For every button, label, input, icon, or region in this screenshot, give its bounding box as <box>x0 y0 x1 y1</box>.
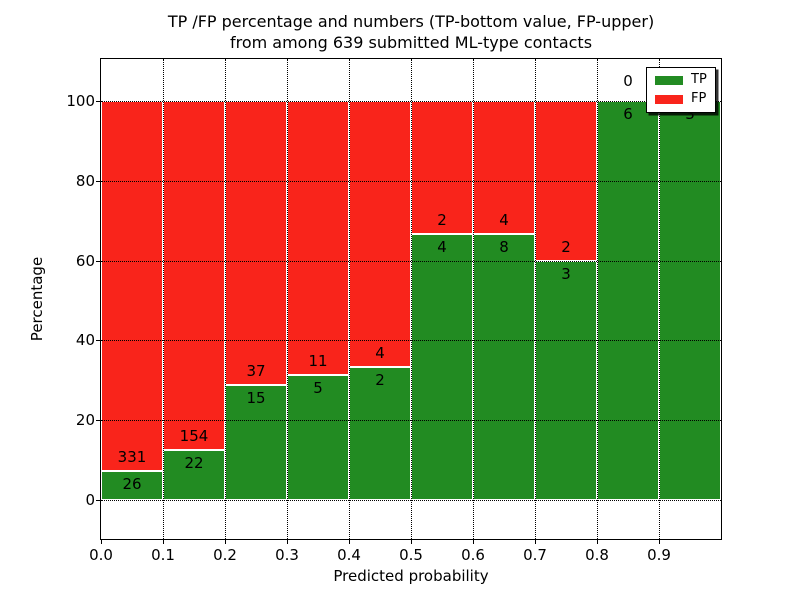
tp-count-label: 15 <box>246 388 266 407</box>
fp-bar-segment <box>411 101 473 234</box>
x-tick-mark <box>225 540 226 544</box>
tp-count-label: 22 <box>184 454 204 473</box>
fp-bar-segment <box>225 101 287 385</box>
tp-count-label: 6 <box>623 105 633 123</box>
x-tick-label: 0.7 <box>523 546 547 564</box>
y-tick-mark <box>96 420 100 422</box>
vertical-gridline <box>535 59 536 539</box>
x-tick-mark <box>473 540 474 544</box>
tp-count-label: 2 <box>375 371 385 389</box>
tp-bar-segment <box>287 375 349 500</box>
tp-count-label: 4 <box>437 238 447 256</box>
fp-bar-segment <box>101 101 163 471</box>
legend-label-fp: FP <box>691 91 707 106</box>
tp-legend-swatch <box>655 75 683 85</box>
chart-title: TP /FP percentage and numbers (TP-bottom… <box>168 11 654 53</box>
x-axis-label: Predicted probability <box>333 567 489 585</box>
x-tick-mark <box>287 540 288 544</box>
fp-bar-segment <box>349 101 411 367</box>
x-tick-label: 0.1 <box>151 546 175 564</box>
tp-count-label: 3 <box>561 264 571 283</box>
x-tick-label: 0.9 <box>647 546 671 564</box>
fp-count-label: 2 <box>561 237 571 256</box>
fp-count-label: 11 <box>308 352 328 371</box>
tp-bar-segment <box>659 101 721 500</box>
legend-item-fp: FP <box>655 92 707 106</box>
x-tick-mark <box>411 540 412 544</box>
vertical-gridline <box>225 59 226 539</box>
fp-count-label: 37 <box>246 361 266 380</box>
tp-bar-segment <box>597 101 659 500</box>
tp-count-label: 5 <box>313 379 323 398</box>
x-tick-label: 0.8 <box>585 546 609 564</box>
legend-label-tp: TP <box>691 72 707 87</box>
x-tick-label: 0.6 <box>461 546 485 564</box>
x-tick-mark <box>597 540 598 544</box>
tp-count-label: 3 <box>685 105 695 123</box>
vertical-gridline <box>597 59 598 539</box>
tp-bar-segment <box>163 450 225 500</box>
vertical-gridline <box>659 59 660 539</box>
fp-count-label: 331 <box>117 447 147 466</box>
fp-count-label: 2 <box>437 211 447 229</box>
y-tick-mark <box>96 500 100 501</box>
x-tick-mark <box>659 540 660 544</box>
x-tick-label: 0.0 <box>89 546 113 564</box>
fp-legend-swatch <box>655 94 683 104</box>
y-tick-mark <box>96 101 100 102</box>
y-tick-mark <box>96 340 100 342</box>
y-tick-label: 60 <box>75 251 95 270</box>
y-tick-mark <box>96 180 100 182</box>
tp-count-label: 26 <box>122 474 142 493</box>
y-tick-mark <box>96 260 100 262</box>
tp-bar-segment <box>101 470 163 500</box>
tp-bar-segment <box>473 234 535 500</box>
vertical-gridline <box>411 59 412 539</box>
tp-count-label: 8 <box>499 238 509 256</box>
fp-bar-segment <box>287 101 349 376</box>
x-tick-mark <box>349 540 350 544</box>
chart-title-line1: TP /FP percentage and numbers (TP-bottom… <box>167 12 655 31</box>
chart-title-line2: from among 639 submitted ML-type contact… <box>229 33 593 52</box>
y-tick-label: 0 <box>85 491 95 509</box>
x-tick-label: 0.5 <box>399 546 423 564</box>
tp-bar-segment <box>535 260 597 500</box>
vertical-gridline <box>287 59 288 539</box>
x-tick-mark <box>535 540 536 544</box>
vertical-gridline <box>473 59 474 539</box>
x-tick-label: 0.4 <box>337 546 361 564</box>
x-tick-label: 0.2 <box>213 546 237 564</box>
y-tick-label: 20 <box>75 411 95 430</box>
tp-bar-segment <box>411 234 473 500</box>
legend: TP FP <box>646 67 716 113</box>
fp-count-label: 0 <box>623 72 633 90</box>
y-tick-label: 40 <box>75 331 95 350</box>
legend-item-tp: TP <box>655 73 707 87</box>
x-tick-label: 0.3 <box>275 546 299 564</box>
x-tick-mark <box>101 540 102 544</box>
fp-count-label: 4 <box>499 211 509 229</box>
vertical-gridline <box>349 59 350 539</box>
x-tick-mark <box>163 540 164 544</box>
fp-count-label: 154 <box>179 427 209 446</box>
fp-count-label: 4 <box>375 344 385 362</box>
y-tick-label: 80 <box>75 171 95 190</box>
y-axis-label: Percentage <box>28 256 46 342</box>
plot-area: 33126154223715115422448230603 <box>100 58 722 540</box>
vertical-gridline <box>163 59 164 539</box>
fp-bar-segment <box>163 101 225 451</box>
y-tick-label: 100 <box>66 92 95 110</box>
